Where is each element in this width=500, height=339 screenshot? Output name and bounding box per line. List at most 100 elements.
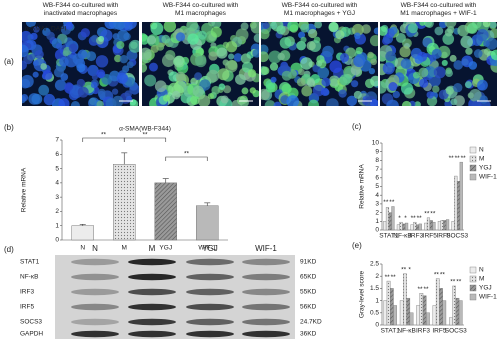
legend-swatch [469, 164, 477, 172]
cell [195, 55, 207, 68]
blot-size: 56KD [300, 304, 317, 311]
cell [429, 54, 437, 62]
x-tick-label: SOCS3 [445, 328, 467, 335]
cell [119, 54, 129, 64]
cell [386, 99, 399, 106]
significance: ** [455, 155, 461, 162]
cell [247, 69, 257, 78]
cell [425, 22, 434, 28]
cell [32, 71, 39, 78]
cell [217, 68, 230, 81]
cell [190, 95, 200, 105]
cell [449, 54, 457, 62]
cell [90, 81, 98, 89]
significance: ** [449, 155, 455, 162]
legend-swatch [469, 146, 477, 154]
blot-band [242, 303, 290, 311]
x-tick-label: IRF5 [432, 328, 446, 335]
cell [395, 32, 406, 43]
cell [412, 71, 420, 79]
x-tick-label: SOCS3 [446, 233, 468, 240]
significance-bracket [123, 137, 167, 142]
cell [22, 60, 27, 70]
cell [142, 47, 152, 60]
x-tick-label: IRF3 [416, 328, 430, 335]
cell [419, 22, 426, 26]
cell [233, 53, 243, 62]
bar [196, 205, 219, 241]
cell [453, 83, 463, 93]
cell [460, 35, 473, 49]
legend-swatch [469, 155, 477, 163]
panel-label: (b) [4, 123, 14, 132]
blot-band [242, 258, 290, 266]
blot-size: 55KD [300, 289, 317, 296]
cell [296, 40, 306, 51]
bar [391, 206, 395, 231]
bar [458, 300, 463, 326]
blot-band [128, 288, 176, 296]
significance: ** [389, 199, 395, 206]
significance: ** [423, 286, 429, 293]
cell [419, 78, 429, 88]
y-tick-label: 5 [375, 183, 379, 190]
cell [328, 22, 339, 33]
cell [262, 22, 270, 29]
cell [116, 40, 125, 50]
cell [113, 22, 126, 30]
cell [388, 81, 398, 92]
x-tick-label: WIF-1 [198, 245, 216, 252]
cell [122, 65, 130, 73]
cell [346, 95, 358, 106]
cell [22, 44, 29, 58]
cell [457, 24, 470, 37]
blot-column-label: N [92, 244, 98, 253]
cell [124, 90, 132, 98]
y-tick-label: 2 [55, 208, 59, 215]
x-tick-label: IRF3 [409, 233, 423, 240]
significance: ** [385, 274, 391, 281]
x-tick-label: M [122, 245, 127, 252]
cell [124, 22, 137, 30]
y-tick-label: 10 [372, 140, 380, 147]
bar [455, 297, 460, 326]
cell [235, 74, 246, 85]
cell [465, 47, 473, 55]
cell [142, 63, 148, 73]
cell [380, 26, 388, 36]
bar [422, 295, 427, 326]
significance: ** [101, 132, 107, 139]
blot-band [242, 273, 290, 281]
bar [71, 225, 94, 241]
cell [382, 62, 395, 75]
cell [466, 23, 478, 34]
blot-band [186, 318, 234, 326]
cell [269, 62, 279, 71]
cell [22, 74, 34, 88]
blot-column-label: M [149, 244, 156, 253]
significance: * [408, 266, 411, 273]
legend-swatch [469, 266, 477, 274]
cell [23, 54, 34, 65]
blot-band [128, 303, 176, 311]
cell [369, 34, 378, 47]
cell [218, 83, 226, 90]
cell [353, 90, 362, 99]
y-tick-label: 9 [375, 148, 379, 155]
y-axis-label: Gray-level score [359, 270, 366, 318]
cell [252, 49, 259, 58]
cell [210, 26, 222, 38]
panel-header: WB-F344 co-cultured with [43, 2, 119, 9]
cell [197, 94, 211, 106]
bar [383, 221, 387, 231]
blot-band [71, 258, 119, 266]
y-tick-label: 0.5 [370, 310, 379, 317]
chart-title: α-SMA(WB-F344) [119, 126, 171, 133]
blot-row-label: GAPDH [20, 331, 43, 338]
cell [149, 62, 158, 72]
cell [33, 26, 40, 33]
bar [459, 161, 463, 231]
cell [220, 95, 229, 104]
x-tick-label: STAT1 [381, 328, 401, 335]
